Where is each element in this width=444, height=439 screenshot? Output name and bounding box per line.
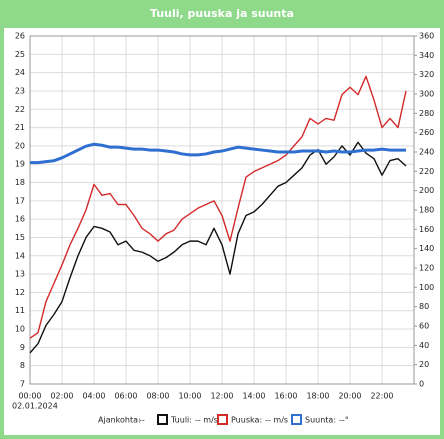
series-line xyxy=(29,75,407,339)
series-line xyxy=(30,142,406,165)
y2-tick-label: 120 xyxy=(419,264,434,273)
y-tick-label: 13 xyxy=(15,270,25,279)
y-tick-label: 19 xyxy=(15,160,25,169)
y-tick-label: 8 xyxy=(20,361,25,370)
y2-tick-label: 180 xyxy=(419,206,434,215)
x-tick-label: 20:00 xyxy=(338,392,361,401)
x-sublabel: 02.01.2024 xyxy=(12,402,58,411)
series-line xyxy=(29,141,407,354)
y2-tick-label: 200 xyxy=(419,186,434,195)
x-tick-label: 14:00 xyxy=(242,392,265,401)
legend-label: Tuuli: xyxy=(170,416,192,425)
y2-tick-label: 140 xyxy=(419,244,434,253)
y-tick-label: 9 xyxy=(20,343,25,352)
y2-tick-label: 0 xyxy=(419,380,424,389)
y-tick-label: 26 xyxy=(15,32,25,41)
y2-tick-label: 60 xyxy=(419,322,429,331)
x-tick-label: 04:00 xyxy=(82,392,105,401)
y2-tick-label: 160 xyxy=(419,225,434,234)
y2-tick-label: 360 xyxy=(419,32,434,41)
y-tick-label: 7 xyxy=(20,380,25,389)
legend-label: Puuska: xyxy=(231,416,262,425)
y-tick-label: 22 xyxy=(15,105,25,114)
legend-time-readout: -- xyxy=(139,416,145,425)
x-tick-label: 16:00 xyxy=(274,392,297,401)
legend-label: Suunta: xyxy=(305,416,336,425)
y-tick-label: 16 xyxy=(15,215,25,224)
y-tick-label: 23 xyxy=(15,86,25,95)
y2-tick-label: 260 xyxy=(419,128,434,137)
legend-swatch xyxy=(157,414,168,425)
y2-tick-label: 220 xyxy=(419,167,434,176)
legend-swatch xyxy=(291,414,302,425)
y2-tick-label: 80 xyxy=(419,302,429,311)
legend-readout: --° xyxy=(339,416,349,425)
y2-tick-label: 320 xyxy=(419,70,434,79)
y-tick-label: 20 xyxy=(15,141,25,150)
x-tick-label: 06:00 xyxy=(114,392,137,401)
y-tick-label: 17 xyxy=(15,196,25,205)
y2-tick-label: 240 xyxy=(419,148,434,157)
y2-tick-label: 300 xyxy=(419,90,434,99)
y-tick-label: 25 xyxy=(15,50,25,59)
y-tick-label: 11 xyxy=(15,306,25,315)
y-tick-label: 21 xyxy=(15,123,25,132)
x-tick-label: 22:00 xyxy=(370,392,393,401)
y2-tick-label: 20 xyxy=(419,360,429,369)
legend-readout: -- m/s xyxy=(265,416,288,425)
y2-tick-label: 340 xyxy=(419,51,434,60)
y2-tick-label: 100 xyxy=(419,283,434,292)
x-tick-label: 10:00 xyxy=(178,392,201,401)
x-tick-label: 00:00 xyxy=(18,392,41,401)
y-tick-label: 10 xyxy=(15,325,25,334)
x-tick-label: 02:00 xyxy=(50,392,73,401)
chart-title: Tuuli, puuska ja suunta xyxy=(150,7,294,20)
y-tick-label: 24 xyxy=(15,68,25,77)
y2-tick-label: 40 xyxy=(419,341,429,350)
x-tick-label: 18:00 xyxy=(306,392,329,401)
legend-time-label: Ajankohta: xyxy=(98,416,141,425)
y-tick-label: 18 xyxy=(15,178,25,187)
y-tick-label: 15 xyxy=(15,233,25,242)
y-tick-label: 12 xyxy=(15,288,25,297)
y2-tick-label: 280 xyxy=(419,109,434,118)
plot-border xyxy=(29,35,415,385)
x-tick-label: 12:00 xyxy=(210,392,233,401)
x-tick-label: 08:00 xyxy=(146,392,169,401)
legend-readout: -- m/s xyxy=(195,416,218,425)
legend-swatch xyxy=(217,414,228,425)
y-tick-label: 14 xyxy=(15,251,25,260)
